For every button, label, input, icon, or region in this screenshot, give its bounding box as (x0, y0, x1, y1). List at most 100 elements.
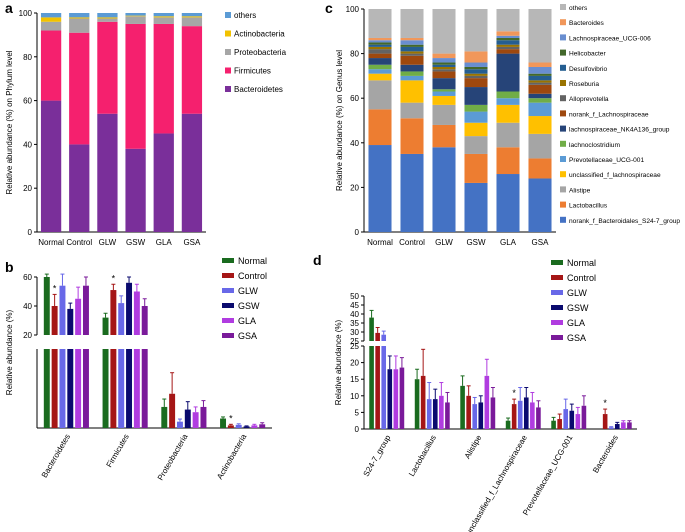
bar-gsw-alistipe (478, 402, 484, 429)
legend-label-gsa: GSA (567, 333, 586, 343)
legend-label-lachnospiraceae-ucg-006: Lachnospiraceae_UCG-006 (569, 35, 651, 42)
legend-swatch-glw (551, 290, 563, 295)
bar-segment-lactobacillus-glw (432, 124, 456, 148)
bar-segment-bacteroides-control (400, 37, 424, 41)
bar-segment-bacteroidetes-gsa (181, 113, 203, 232)
bar-upper-control-bacteroidetes (51, 306, 58, 335)
x-tick-label: Firmicutes (105, 433, 131, 469)
bar-segment-unclassified-f-lachnospiraceae-control (400, 80, 424, 103)
bar-segment-alistipe-glw (432, 104, 456, 125)
bar-segment-lactobacillus-gsw (464, 153, 488, 183)
legend-swatch-normal (222, 258, 234, 263)
bar-control-bacteroidetes (51, 349, 58, 428)
legend-label-norank-f-bacteroidales-s24-7-group: norank_f_Bacteroidales_S24-7_group (569, 218, 680, 225)
x-tick-label: Control (66, 238, 92, 247)
bar-segment-firmicutes-normal (40, 30, 62, 101)
bar-segment-helicobacter-gsw (464, 66, 488, 70)
legend-label-lactobacillus: Lactobacillus (569, 203, 608, 210)
bar-glw-unclassified-f-lachnospiraceae (517, 400, 523, 429)
bar-upper-gla-bacteroidetes (75, 298, 82, 335)
x-tick-label: Alistipe (463, 433, 484, 460)
legend-label-gla: GLA (567, 318, 585, 328)
legend-label-gsw: GSW (567, 303, 589, 313)
significance-marker: * (512, 388, 516, 398)
legend-label-control: Control (238, 271, 267, 281)
bar-normal-alistipe (460, 385, 465, 429)
bar-segment-bacteroides-gsw (464, 51, 488, 63)
legend-swatch-lachnospiraceae-ucg-006 (560, 34, 566, 41)
bar-upper-glw-s24-7-group (381, 334, 387, 341)
y-tick-label: 20 (350, 183, 359, 192)
bar-segment-alloprevotella-gla (496, 46, 520, 50)
bar-segment-lachnospiraceae-ucg-006-control (400, 40, 424, 45)
legend-swatch-norank-f-lachnospiraceae (560, 110, 566, 117)
bar-segment-roseburia-glw (432, 66, 456, 70)
bar-gla-bacteroides (621, 422, 626, 429)
x-tick-label: GLA (500, 238, 517, 247)
bar-segment-desulfovibrio-gsw (464, 69, 488, 74)
x-tick-label: GLA (156, 238, 173, 247)
bar-segment-unclassified-f-lachnospiraceae-gsw (464, 122, 488, 137)
panel-label: d (313, 252, 322, 268)
bar-segment-desulfovibrio-control (400, 46, 424, 52)
bar-segment-others-gsw (125, 13, 146, 16)
bar-gla-unclassified-f-lachnospiraceae (530, 402, 535, 429)
bar-segment-bacteroides-gsa (528, 62, 552, 67)
bar-segment-alloprevotella-gsw (464, 75, 488, 79)
x-tick-label: Lactobacillus (407, 434, 438, 479)
bar-segment-roseburia-control (400, 51, 424, 54)
bar-segment-desulfovibrio-gla (496, 40, 520, 45)
panel-c: c 0 20 40 60 80 100 Relative abundance (%) on G… (325, 0, 680, 247)
bar-segment-actinobacteria-control (69, 17, 90, 19)
bar-gsw-lactobacillus (432, 399, 438, 429)
y-tick-label: 0 (28, 228, 33, 237)
x-tick-label: Normal (367, 238, 393, 247)
bar-segment-lactobacillus-gsa (528, 158, 552, 179)
y-tick-label: 25 (350, 337, 359, 346)
legend-label-normal: Normal (238, 256, 267, 266)
legend-label-helicobacter: Helicobacter (569, 51, 606, 58)
y-tick-label: 60 (350, 94, 359, 103)
bar-segment-helicobacter-glw (432, 62, 456, 65)
legend-swatch-roseburia (560, 80, 566, 86)
bar-segment-lachnospiraceae-nk4a136-group-control (400, 64, 424, 72)
bar-segment-norank-f-lachnospiraceae-normal (368, 53, 392, 59)
bar-segment-firmicutes-gsw (125, 23, 146, 149)
bar-segment-others-glw (432, 9, 456, 54)
y-tick-label: 50 (350, 292, 359, 301)
bar-segment-norank-f-lachnospiraceae-gsw (464, 78, 488, 88)
bar-segment-alistipe-gsa (528, 133, 552, 159)
legend-swatch-prevotellaceae-ucg-001 (560, 156, 566, 162)
significance-marker: * (53, 283, 57, 293)
bar-segment-lachnospiraceae-ucg-006-gsw (464, 62, 488, 67)
y-tick-label: 40 (23, 302, 32, 311)
bar-normal-unclassified-f-lachnospiraceae (505, 420, 511, 429)
bar-segment-proteobacteria-glw (97, 18, 118, 22)
bar-gla-lactobacillus (439, 395, 444, 429)
legend-swatch-bacteroidetes (225, 86, 231, 92)
bar-gsw-prevotellaceae-ucg-001 (569, 410, 575, 429)
bar-segment-others-gla (153, 13, 174, 17)
legend-label-prevotellaceae-ucg-001: Prevotellaceae_UCG-001 (569, 157, 644, 164)
legend-label-lachnoclostridium: lachnoclostridium (569, 142, 620, 149)
bar-gsa-proteobacteria (200, 406, 207, 428)
bar-segment-unclassified-f-lachnospiraceae-glw (432, 95, 456, 105)
y-tick-label: 35 (350, 319, 359, 328)
bar-segment-lachnoclostridium-gsw (464, 104, 488, 112)
bar-segment-lachnoclostridium-control (400, 71, 424, 76)
bar-segment-actinobacteria-gsw (125, 15, 146, 17)
bar-normal-firmicutes (102, 349, 109, 428)
bar-segment-others-control (400, 9, 424, 38)
legend-swatch-gla (551, 320, 563, 325)
bar-segment-bacteroidetes-gsw (125, 148, 146, 232)
legend-label-desulfovibrio: Desulfovibrio (569, 66, 607, 73)
bar-segment-norank-f-bacteroidales-s24-7-group-gsa (528, 178, 552, 232)
bar-glw-bacteroidetes (59, 349, 66, 428)
legend-swatch-bacteroides (560, 19, 566, 26)
bar-segment-lactobacillus-control (400, 118, 424, 154)
bar-glw-actinobacteria (235, 424, 242, 428)
bar-segment-bacteroides-gla (496, 31, 520, 36)
bar-gsw-actinobacteria (243, 426, 250, 428)
legend-label-lachnospiraceae-nk4a136-group: lachnospiraceae_NK4A136_group (569, 127, 670, 134)
